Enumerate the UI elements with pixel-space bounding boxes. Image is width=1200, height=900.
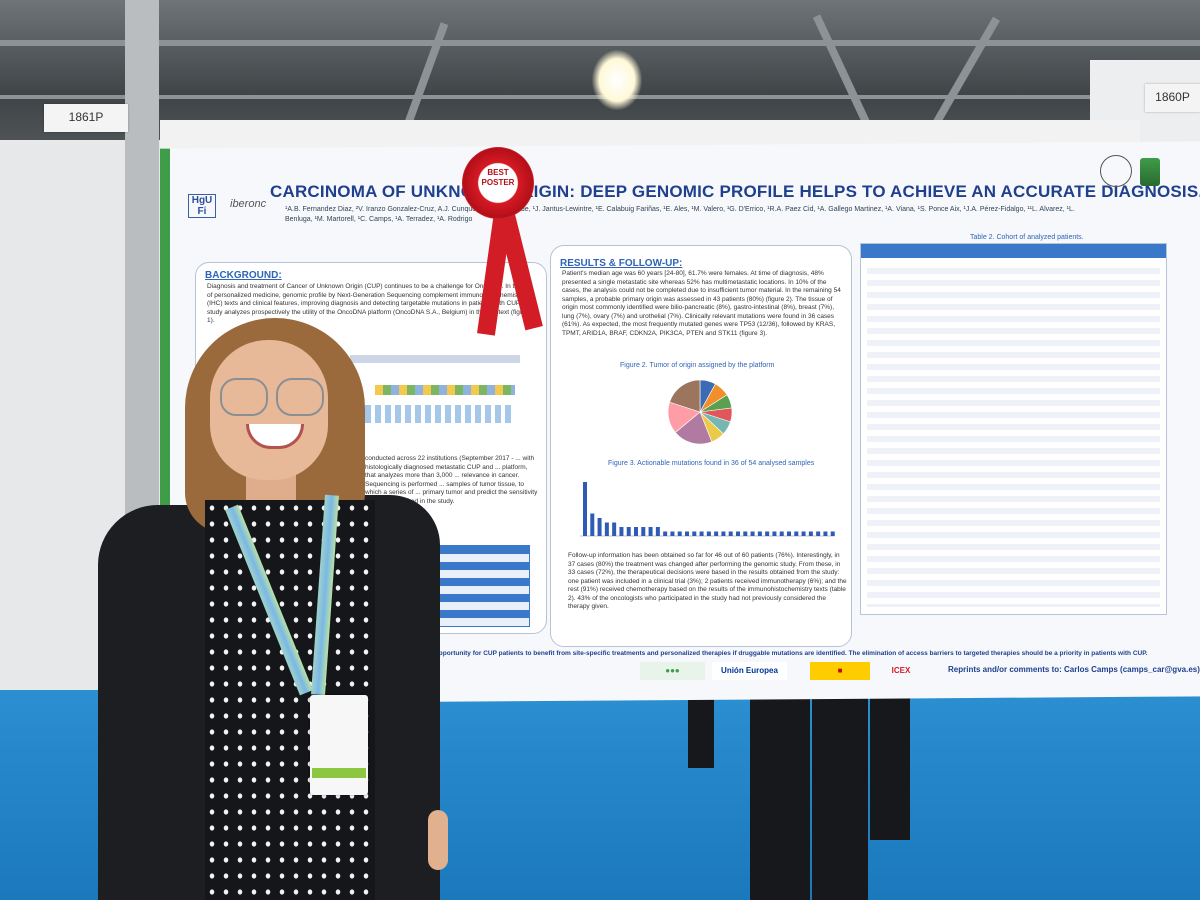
hospital-logo: HgU Fi (188, 194, 216, 218)
background-text: Diagnosis and treatment of Cancer of Unk… (207, 283, 536, 324)
rosette-label: BEST POSTER (481, 168, 515, 187)
bar (590, 513, 595, 536)
bar (714, 531, 719, 536)
figure-1-diagram (345, 345, 535, 445)
bar (655, 527, 660, 536)
bar (787, 531, 792, 536)
glasses-right-lens (276, 378, 324, 416)
bar (583, 482, 588, 536)
bar (648, 527, 653, 536)
bar (692, 531, 697, 536)
table-2 (860, 243, 1167, 615)
bar (823, 531, 828, 536)
bar (779, 531, 784, 536)
results-panel (550, 245, 852, 647)
bar (641, 527, 646, 536)
booth-number-sign: 1861P (44, 104, 128, 132)
spain-government-logo: ■ (810, 662, 870, 680)
poster-title: CARCINOMA OF UNKNOWN ORIGIN: DEEP GENOMI… (270, 182, 1200, 201)
institution-logo-icon (1140, 158, 1160, 186)
ceiling-lamp (592, 50, 642, 110)
pie-slice (669, 379, 701, 413)
booth-number-sign: 1860P (1145, 84, 1200, 112)
glasses-left-lens (220, 378, 268, 416)
table-2-title: Table 2. Cohort of analyzed patients. (970, 234, 1084, 241)
bar (721, 531, 726, 536)
bar (706, 531, 711, 536)
bar (619, 527, 624, 536)
poster-authors: ¹A.B. Fernandez Diaz, ²V. Iranzo Gonzale… (285, 206, 1075, 223)
figure-2-pie-chart (667, 379, 733, 445)
bar (772, 531, 777, 536)
bar (765, 531, 770, 536)
booth-pole (125, 0, 159, 520)
university-seal-icon (1100, 155, 1132, 187)
bar (830, 531, 835, 536)
bar (816, 531, 821, 536)
followup-text: Follow-up information has been obtained … (568, 552, 847, 610)
bar (801, 531, 806, 536)
bar (750, 531, 755, 536)
bar (604, 522, 609, 536)
pie-slice (674, 411, 713, 445)
bar (736, 531, 741, 536)
bar (597, 518, 602, 536)
bar (743, 531, 748, 536)
bar (685, 531, 690, 536)
bar (728, 531, 733, 536)
conclusion-banner: ...an opportunity for CUP patients to be… (420, 650, 1148, 657)
bar (677, 531, 682, 536)
iberonc-logo: iberonc (230, 198, 267, 210)
background-person-leg (750, 690, 810, 900)
bar (699, 531, 704, 536)
icex-logo: ICEX (891, 666, 911, 675)
background-title: BACKGROUND: (205, 270, 282, 281)
bar (612, 522, 617, 536)
bar (634, 527, 639, 536)
figure-2-title: Figure 2. Tumor of origin assigned by th… (620, 362, 775, 369)
conference-badge (310, 695, 368, 795)
bar (670, 531, 675, 536)
hand (428, 810, 448, 870)
reprints-contact: Reprints and/or comments to: Carlos Camp… (948, 665, 1200, 674)
figure-3-bar-chart (580, 482, 835, 537)
bar (794, 531, 799, 536)
results-title: RESULTS & FOLLOW-UP: (560, 258, 683, 269)
sponsor-logo: ●●● (640, 662, 705, 680)
background-person-leg (812, 690, 868, 900)
bar (757, 531, 762, 536)
figure-3-title: Figure 3. Actionable mutations found in … (608, 460, 815, 467)
best-poster-rosette (462, 147, 534, 219)
results-text: Patient's median age was 60 years [24-80… (562, 270, 841, 337)
background-person-leg (688, 698, 714, 768)
eu-logo: Unión Europea (712, 662, 787, 680)
badge-strip (312, 768, 366, 778)
bar (626, 527, 631, 536)
bar (808, 531, 813, 536)
background-person-leg (870, 690, 910, 840)
bar (663, 531, 668, 536)
